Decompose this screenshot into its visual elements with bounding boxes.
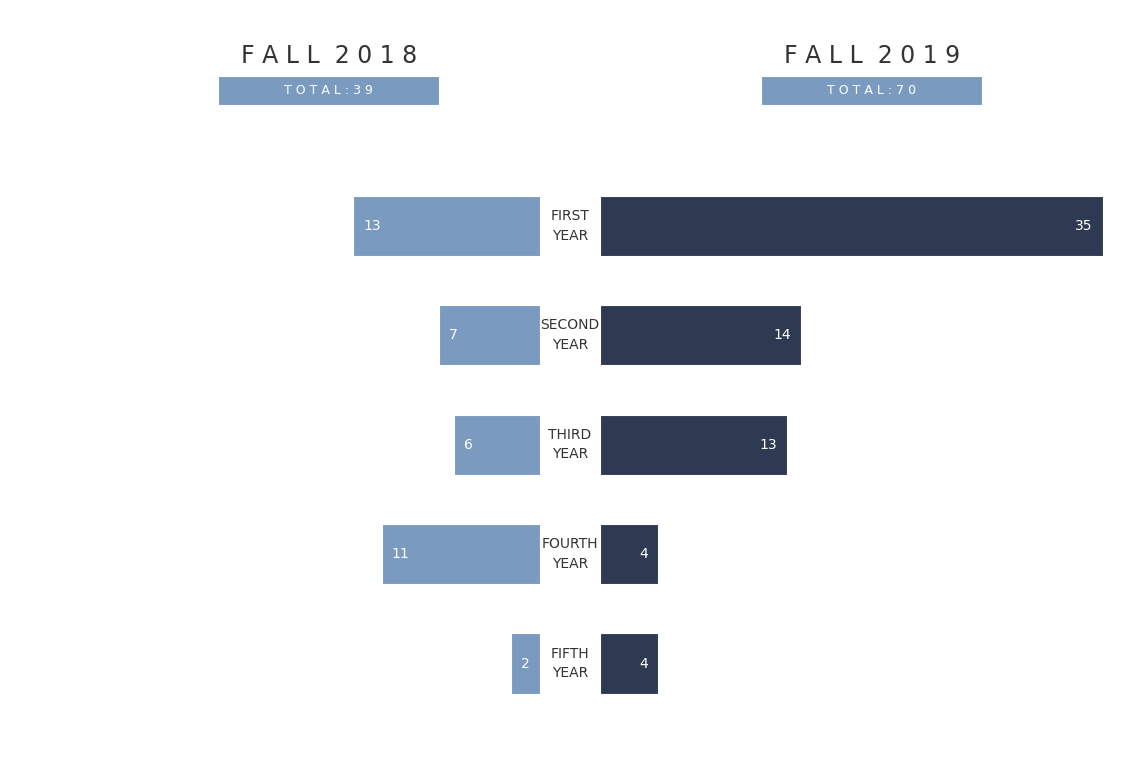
Text: 4: 4 [638,547,648,561]
Text: F A L L  2 0 1 9: F A L L 2 0 1 9 [783,44,960,68]
Text: FIFTH
YEAR: FIFTH YEAR [551,647,589,680]
Bar [439,305,540,365]
Text: 14: 14 [774,328,791,342]
Text: FOURTH
YEAR: FOURTH YEAR [542,537,598,571]
Bar [600,634,658,694]
Bar [382,524,540,584]
Text: T O T A L : 7 0: T O T A L : 7 0 [828,84,917,97]
Text: 11: 11 [392,547,409,561]
Bar [600,524,658,584]
Text: FIRST
YEAR: FIRST YEAR [551,209,589,243]
Bar [511,634,540,694]
Bar [218,76,439,105]
Text: 7: 7 [449,328,458,342]
Text: 2: 2 [521,656,530,671]
Bar [454,415,540,475]
Bar [353,196,540,256]
Bar [600,415,787,475]
Text: 6: 6 [464,437,473,452]
Text: 4: 4 [638,656,648,671]
Bar [600,305,801,365]
Text: 13: 13 [759,437,776,452]
Text: 35: 35 [1075,219,1093,233]
Text: F A L L  2 0 1 8: F A L L 2 0 1 8 [241,44,417,68]
Text: 13: 13 [364,219,381,233]
Bar [762,76,983,105]
Text: T O T A L : 3 9: T O T A L : 3 9 [284,84,373,97]
Bar [600,196,1102,256]
Text: SECOND
YEAR: SECOND YEAR [540,318,600,352]
Text: THIRD
YEAR: THIRD YEAR [548,428,592,462]
